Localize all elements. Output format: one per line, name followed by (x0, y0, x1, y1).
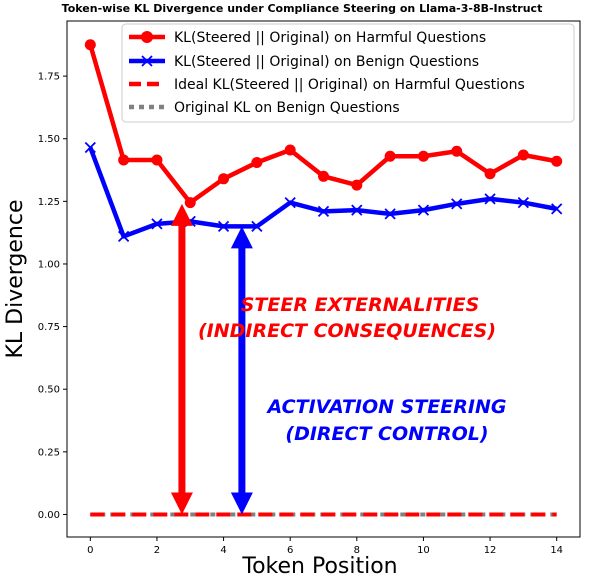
series-0-point (84, 39, 96, 51)
series-1-point (251, 220, 263, 233)
series-1-point (517, 196, 530, 209)
legend-label-ideal: Ideal KL(Steered || Original) on Harmful… (174, 77, 525, 93)
legend-box (121, 23, 575, 123)
series-1-point (84, 141, 96, 154)
series-0-point (318, 170, 329, 182)
legend: KL(Steered || Original) on Harmful Quest… (121, 23, 575, 123)
series-1-point (284, 196, 296, 209)
arrow-head-bottom-0 (170, 492, 193, 515)
annotation-red-line-1: STEER EXTERNALITIES (241, 294, 480, 316)
series-0-point (484, 168, 496, 180)
series-0-point (184, 197, 196, 209)
series-0-point (351, 179, 363, 191)
series-1-point (217, 220, 230, 233)
chart-title: Token-wise KL Divergence under Complianc… (62, 2, 543, 15)
x-tick-label: 8 (354, 545, 360, 556)
series-1-point (417, 204, 430, 216)
annotation-arrows (170, 203, 253, 515)
y-tick-label: 1.75 (38, 72, 60, 83)
y-tick-label: 0.75 (38, 322, 60, 333)
y-tick-label: 1.50 (38, 134, 60, 145)
x-tick-label: 10 (417, 545, 430, 556)
y-axis: 0.00 0.25 0.50 0.75 1.00 1.25 1.50 1.75 (38, 72, 67, 521)
arrow-head-bottom-1 (230, 492, 253, 515)
series-0-point (517, 149, 529, 161)
y-tick-label: 1.00 (38, 259, 60, 270)
series-1-point (484, 193, 496, 205)
y-tick-label: 1.25 (38, 197, 60, 208)
series-1-point (384, 208, 396, 220)
series-0-point (218, 173, 230, 185)
x-tick-label: 0 (87, 545, 93, 556)
annotation-blue-line-2: (DIRECT CONTROL) (285, 423, 488, 445)
series-1-point (551, 203, 563, 215)
series-0-point (451, 145, 463, 157)
y-axis-label: KL Divergence (3, 199, 28, 358)
y-tick-label: 0.25 (38, 447, 60, 458)
series-1-point (451, 198, 463, 210)
series-1-point (117, 230, 130, 243)
series-0-point (417, 150, 429, 162)
series-0-point (551, 155, 563, 167)
series-1-point (151, 218, 163, 230)
x-axis: 0 2 4 6 8 10 12 14 (87, 537, 563, 556)
x-tick-label: 6 (287, 545, 293, 556)
annotation-blue-line-1: ACTIVATION STEERING (266, 396, 507, 418)
y-tick-label: 0.00 (38, 510, 60, 521)
x-tick-label: 12 (484, 545, 497, 556)
series-0-point (151, 154, 163, 166)
legend-marker-1 (141, 55, 153, 67)
series-0-point (384, 150, 396, 162)
series-0-point (284, 144, 296, 156)
annotation-activation-steering: ACTIVATION STEERING (DIRECT CONTROL) (266, 396, 507, 445)
arrow-head-top-1 (230, 226, 253, 249)
series-1-point (317, 205, 330, 218)
x-tick-label: 4 (220, 545, 226, 556)
x-axis-label: Token Position (241, 554, 397, 577)
annotation-steer-externalities: STEER EXTERNALITIES (INDIRECT CONSEQUENC… (198, 294, 496, 342)
series-1-point (351, 204, 363, 216)
series-0-point (251, 157, 263, 169)
x-tick-label: 2 (154, 545, 160, 556)
legend-label-benign: KL(Steered || Original) on Benign Questi… (174, 54, 479, 70)
series-layer (84, 39, 563, 517)
y-tick-label: 0.50 (38, 385, 60, 396)
legend-label-original: Original KL on Benign Questions (174, 100, 400, 116)
annotation-red-line-2: (INDIRECT CONSEQUENCES) (198, 320, 496, 342)
x-tick-label: 14 (550, 545, 563, 556)
legend-marker-0 (141, 31, 153, 43)
arrow-head-top-0 (170, 203, 193, 226)
series-0-point (118, 154, 130, 166)
plot-area (66, 20, 581, 538)
legend-label-harmful: KL(Steered || Original) on Harmful Quest… (174, 30, 486, 46)
